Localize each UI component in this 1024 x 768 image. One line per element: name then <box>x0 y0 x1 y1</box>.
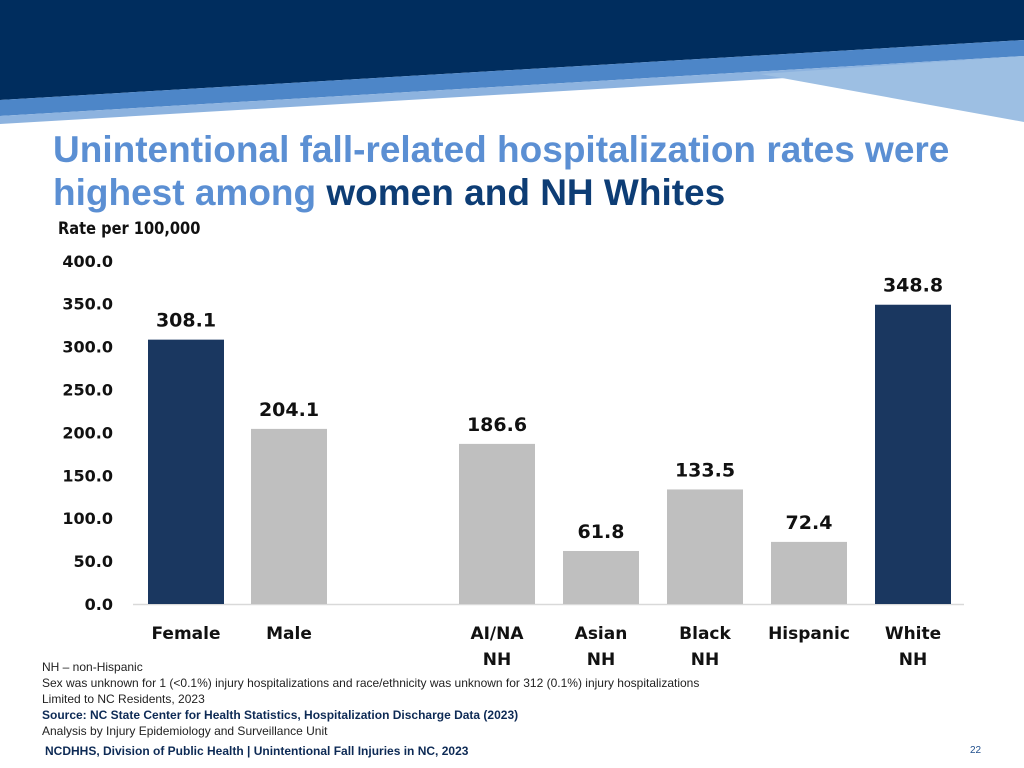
note-nh-definition: NH – non-Hispanic <box>42 660 143 674</box>
footnotes: NH – non-Hispanic Sex was unknown for 1 … <box>42 659 942 739</box>
category-label: AI/NA NH <box>470 624 524 670</box>
note-unknown-counts: Sex was unknown for 1 (<0.1%) injury hos… <box>42 676 700 690</box>
y-tick-label: 300.0 <box>62 338 113 357</box>
bar-ai-na-nh <box>459 443 535 604</box>
bar-chart: 0.0 50.0 100.0 150.0 200.0 250.0 300.0 350.0 400… <box>62 252 964 670</box>
bar-black-nh <box>667 489 743 604</box>
y-tick-label: 100.0 <box>62 509 113 528</box>
y-tick-label: 400.0 <box>62 252 113 271</box>
data-label: 133.5 <box>675 459 735 481</box>
note-analysis: Analysis by Injury Epidemiology and Surv… <box>42 724 328 738</box>
y-tick-label: 150.0 <box>62 466 113 485</box>
data-label: 204.1 <box>259 399 319 421</box>
y-tick-label: 50.0 <box>74 552 113 571</box>
data-label: 72.4 <box>786 512 833 534</box>
category-label: Female <box>152 624 221 644</box>
page-number: 22 <box>970 745 982 756</box>
bar-female <box>148 339 224 604</box>
data-label: 348.8 <box>883 275 943 297</box>
data-label: 186.6 <box>467 414 527 436</box>
page-title: Unintentional fall-related hospitalizati… <box>53 128 1003 214</box>
data-label: 61.8 <box>578 521 625 543</box>
note-source: Source: NC State Center for Health Stati… <box>42 708 519 722</box>
note-residents: Limited to NC Residents, 2023 <box>42 692 205 706</box>
category-label: Asian NH <box>575 624 628 670</box>
bar-hispanic <box>771 541 847 604</box>
y-axis-label: Rate per 100,000 <box>58 219 201 239</box>
header-banner <box>0 0 1024 124</box>
footer-text: NCDHHS, Division of Public Health | Unin… <box>45 744 469 758</box>
y-tick-label: 250.0 <box>62 381 113 400</box>
category-label: White NH <box>885 624 941 670</box>
y-tick-label: 200.0 <box>62 423 113 442</box>
bar-asian-nh <box>563 550 639 604</box>
title-part-1: Unintentional fall-related hospitalizati… <box>53 129 950 213</box>
y-tick-label: 0.0 <box>85 595 113 614</box>
y-tick-label: 350.0 <box>62 295 113 314</box>
bar-male <box>251 428 327 604</box>
category-label: Hispanic <box>768 624 850 644</box>
category-label: Male <box>266 624 312 644</box>
category-label: Black NH <box>679 624 731 670</box>
data-label: 308.1 <box>156 310 216 332</box>
title-part-2: women and NH Whites <box>326 172 726 213</box>
bar-white-nh <box>875 304 951 604</box>
